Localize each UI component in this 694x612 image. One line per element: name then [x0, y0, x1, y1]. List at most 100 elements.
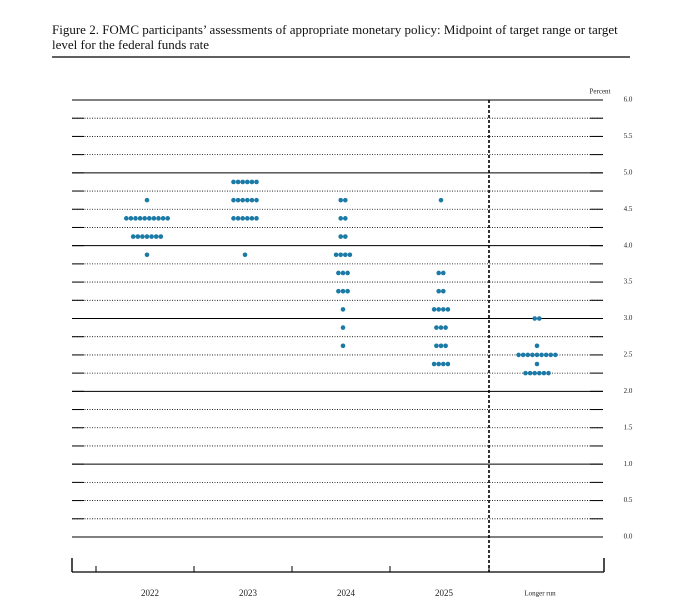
- dot: [245, 197, 250, 203]
- dot: [548, 352, 554, 358]
- dot: [516, 352, 521, 358]
- y-axis-label: Percent: [590, 88, 611, 96]
- y-tick-label: 2.0: [624, 387, 633, 395]
- dot: [158, 234, 164, 239]
- y-tick-label: 1.0: [624, 460, 633, 468]
- dot: [124, 216, 129, 221]
- dot: [144, 197, 150, 203]
- dot: [340, 270, 346, 276]
- dot: [553, 352, 558, 358]
- dot: [235, 197, 241, 203]
- dot: [235, 179, 241, 185]
- dot: [537, 316, 542, 321]
- dot: [231, 216, 236, 221]
- dot: [443, 325, 448, 330]
- dot: [249, 216, 255, 221]
- y-tick-label: 4.5: [624, 205, 633, 213]
- dot: [445, 307, 451, 312]
- dot: [254, 197, 259, 203]
- dot: [445, 361, 451, 367]
- dot: [245, 179, 250, 185]
- dot: [133, 216, 138, 221]
- x-tick-label: 2025: [435, 588, 454, 598]
- dot: [539, 352, 544, 358]
- dot: [534, 361, 540, 367]
- dot: [240, 216, 245, 221]
- dot: [340, 325, 346, 330]
- dot: [527, 370, 533, 376]
- y-tick-label: 0.0: [624, 533, 633, 541]
- y-tick-label: 5.0: [624, 168, 633, 176]
- dot: [130, 234, 136, 239]
- dot: [144, 234, 150, 239]
- dot: [532, 370, 537, 376]
- dot: [338, 197, 344, 203]
- dot: [149, 234, 154, 239]
- y-tick-label: 2.5: [624, 351, 633, 359]
- dot: [438, 343, 444, 349]
- dot: [160, 216, 166, 221]
- dot: [345, 288, 350, 294]
- chart-title: Figure 2. FOMC participants’ assessments…: [52, 22, 618, 52]
- dot: [436, 288, 442, 294]
- dot: [438, 197, 444, 203]
- dot: [534, 343, 540, 349]
- y-tick-label: 6.0: [624, 96, 633, 104]
- dot: [525, 352, 531, 358]
- dot: [343, 252, 348, 258]
- dot: [541, 370, 547, 376]
- dot: [338, 252, 344, 258]
- dot: [431, 361, 437, 367]
- dot: [343, 197, 348, 203]
- dot: [338, 216, 344, 221]
- dot: [231, 179, 236, 185]
- dot: [254, 216, 259, 221]
- dot: [340, 343, 346, 349]
- dot: [128, 216, 134, 221]
- y-tick-label: 4.0: [624, 241, 633, 249]
- dot: [147, 216, 152, 221]
- dot: [336, 270, 341, 276]
- y-tick-label: 3.5: [624, 278, 633, 286]
- dot: [165, 216, 170, 221]
- dot: [443, 343, 448, 349]
- dot: [338, 234, 344, 239]
- dot: [144, 252, 150, 258]
- dot: [333, 252, 339, 258]
- dot: [235, 216, 241, 221]
- dot: [240, 197, 245, 203]
- dot: [530, 352, 535, 358]
- dot: [249, 197, 255, 203]
- dot: [436, 307, 442, 312]
- dot: [240, 179, 245, 185]
- x-tick-label: Longer run: [524, 590, 556, 598]
- dot: [140, 234, 145, 239]
- dot: [153, 234, 159, 239]
- dot: [343, 216, 348, 221]
- dot: [249, 179, 255, 185]
- dot: [137, 216, 143, 221]
- dot: [340, 288, 346, 294]
- dot: [441, 307, 446, 312]
- dot: [151, 216, 157, 221]
- dot: [441, 361, 446, 367]
- dot: [340, 307, 346, 312]
- dot: [441, 288, 446, 294]
- dot: [438, 325, 444, 330]
- x-tick-label: 2022: [141, 588, 159, 598]
- dot: [135, 234, 141, 239]
- x-tick-label: 2023: [239, 588, 258, 598]
- dot: [343, 234, 348, 239]
- dot: [242, 252, 248, 258]
- dot: [431, 307, 437, 312]
- dot: [441, 270, 446, 276]
- dot: [546, 370, 551, 376]
- dot: [434, 325, 439, 330]
- dot: [245, 216, 250, 221]
- dot: [347, 252, 353, 258]
- dot: [537, 370, 542, 376]
- dot: [345, 270, 350, 276]
- dot: [254, 179, 259, 185]
